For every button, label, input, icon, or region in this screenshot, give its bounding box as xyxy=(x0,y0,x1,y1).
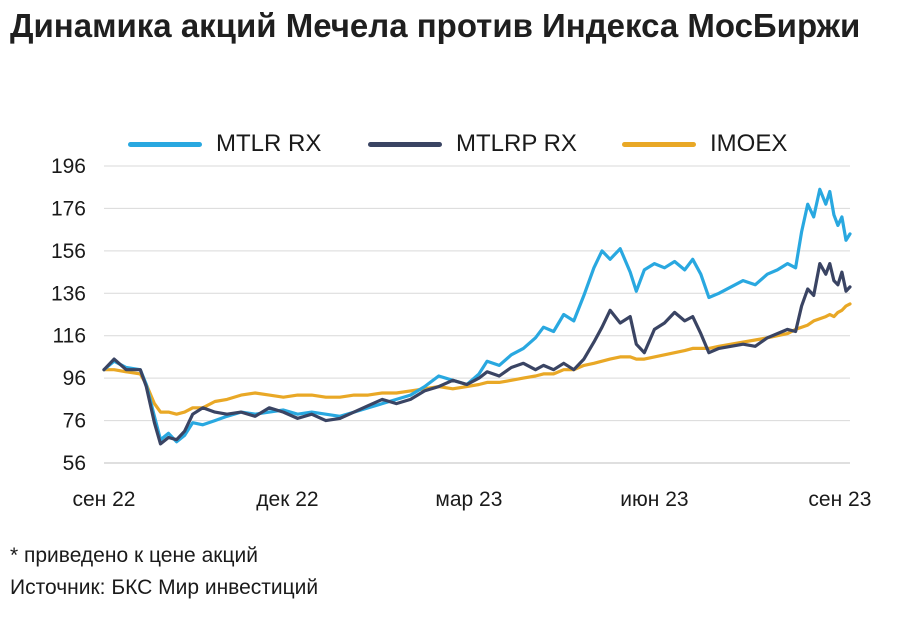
x-tick-label: мар 23 xyxy=(435,488,502,511)
legend-label-mtlrp: MTLRP RX xyxy=(456,130,577,157)
legend-item-imoex: IMOEX xyxy=(622,130,787,158)
source-note: Источник: БКС Мир инвестиций xyxy=(10,576,319,599)
y-tick-label: 136 xyxy=(51,282,86,305)
footnote-note: * приведено к цене акций xyxy=(10,544,258,567)
series-line-mtlrp-rx xyxy=(102,262,852,446)
series-line-imoex xyxy=(102,302,852,416)
legend-swatch-mtlrp xyxy=(368,141,442,147)
series-lines xyxy=(102,187,852,446)
x-tick-label: июн 23 xyxy=(620,488,688,511)
legend-swatch-mtlr xyxy=(128,141,202,147)
legend-item-mtlrp: MTLRP RX xyxy=(368,130,577,158)
x-tick-label: сен 22 xyxy=(73,488,136,511)
x-tick-label: сен 23 xyxy=(808,488,871,511)
y-tick-label: 76 xyxy=(63,410,86,433)
y-axis: 56 76 96 116 136 156 176 196 xyxy=(51,155,86,475)
y-tick-label: 196 xyxy=(51,155,86,178)
legend-swatch-imoex xyxy=(622,141,696,147)
y-tick-label: 96 xyxy=(63,367,86,390)
legend-label-imoex: IMOEX xyxy=(710,130,788,157)
chart-legend: MTLR RX MTLRP RX IMOEX xyxy=(0,130,900,160)
footnote-block: * приведено к цене акций Источник: БКС М… xyxy=(10,540,318,604)
y-tick-label: 176 xyxy=(51,197,86,220)
line-chart: 56 76 96 116 136 156 176 196 сен 22 дек 22 мар 23… xyxy=(51,155,871,511)
legend-label-mtlr: MTLR RX xyxy=(216,130,322,157)
series-line-mtlr-rx xyxy=(102,187,852,444)
legend-item-mtlr: MTLR RX xyxy=(128,130,321,158)
y-tick-label: 56 xyxy=(63,452,86,475)
y-tick-label: 156 xyxy=(51,240,86,263)
chart-title: Динамика акций Мечела против Индекса Мос… xyxy=(10,7,861,44)
x-axis: сен 22 дек 22 мар 23 июн 23 сен 23 xyxy=(73,462,871,511)
grid-lines xyxy=(104,165,850,464)
y-tick-label: 116 xyxy=(53,325,86,348)
x-tick-label: дек 22 xyxy=(256,488,318,511)
